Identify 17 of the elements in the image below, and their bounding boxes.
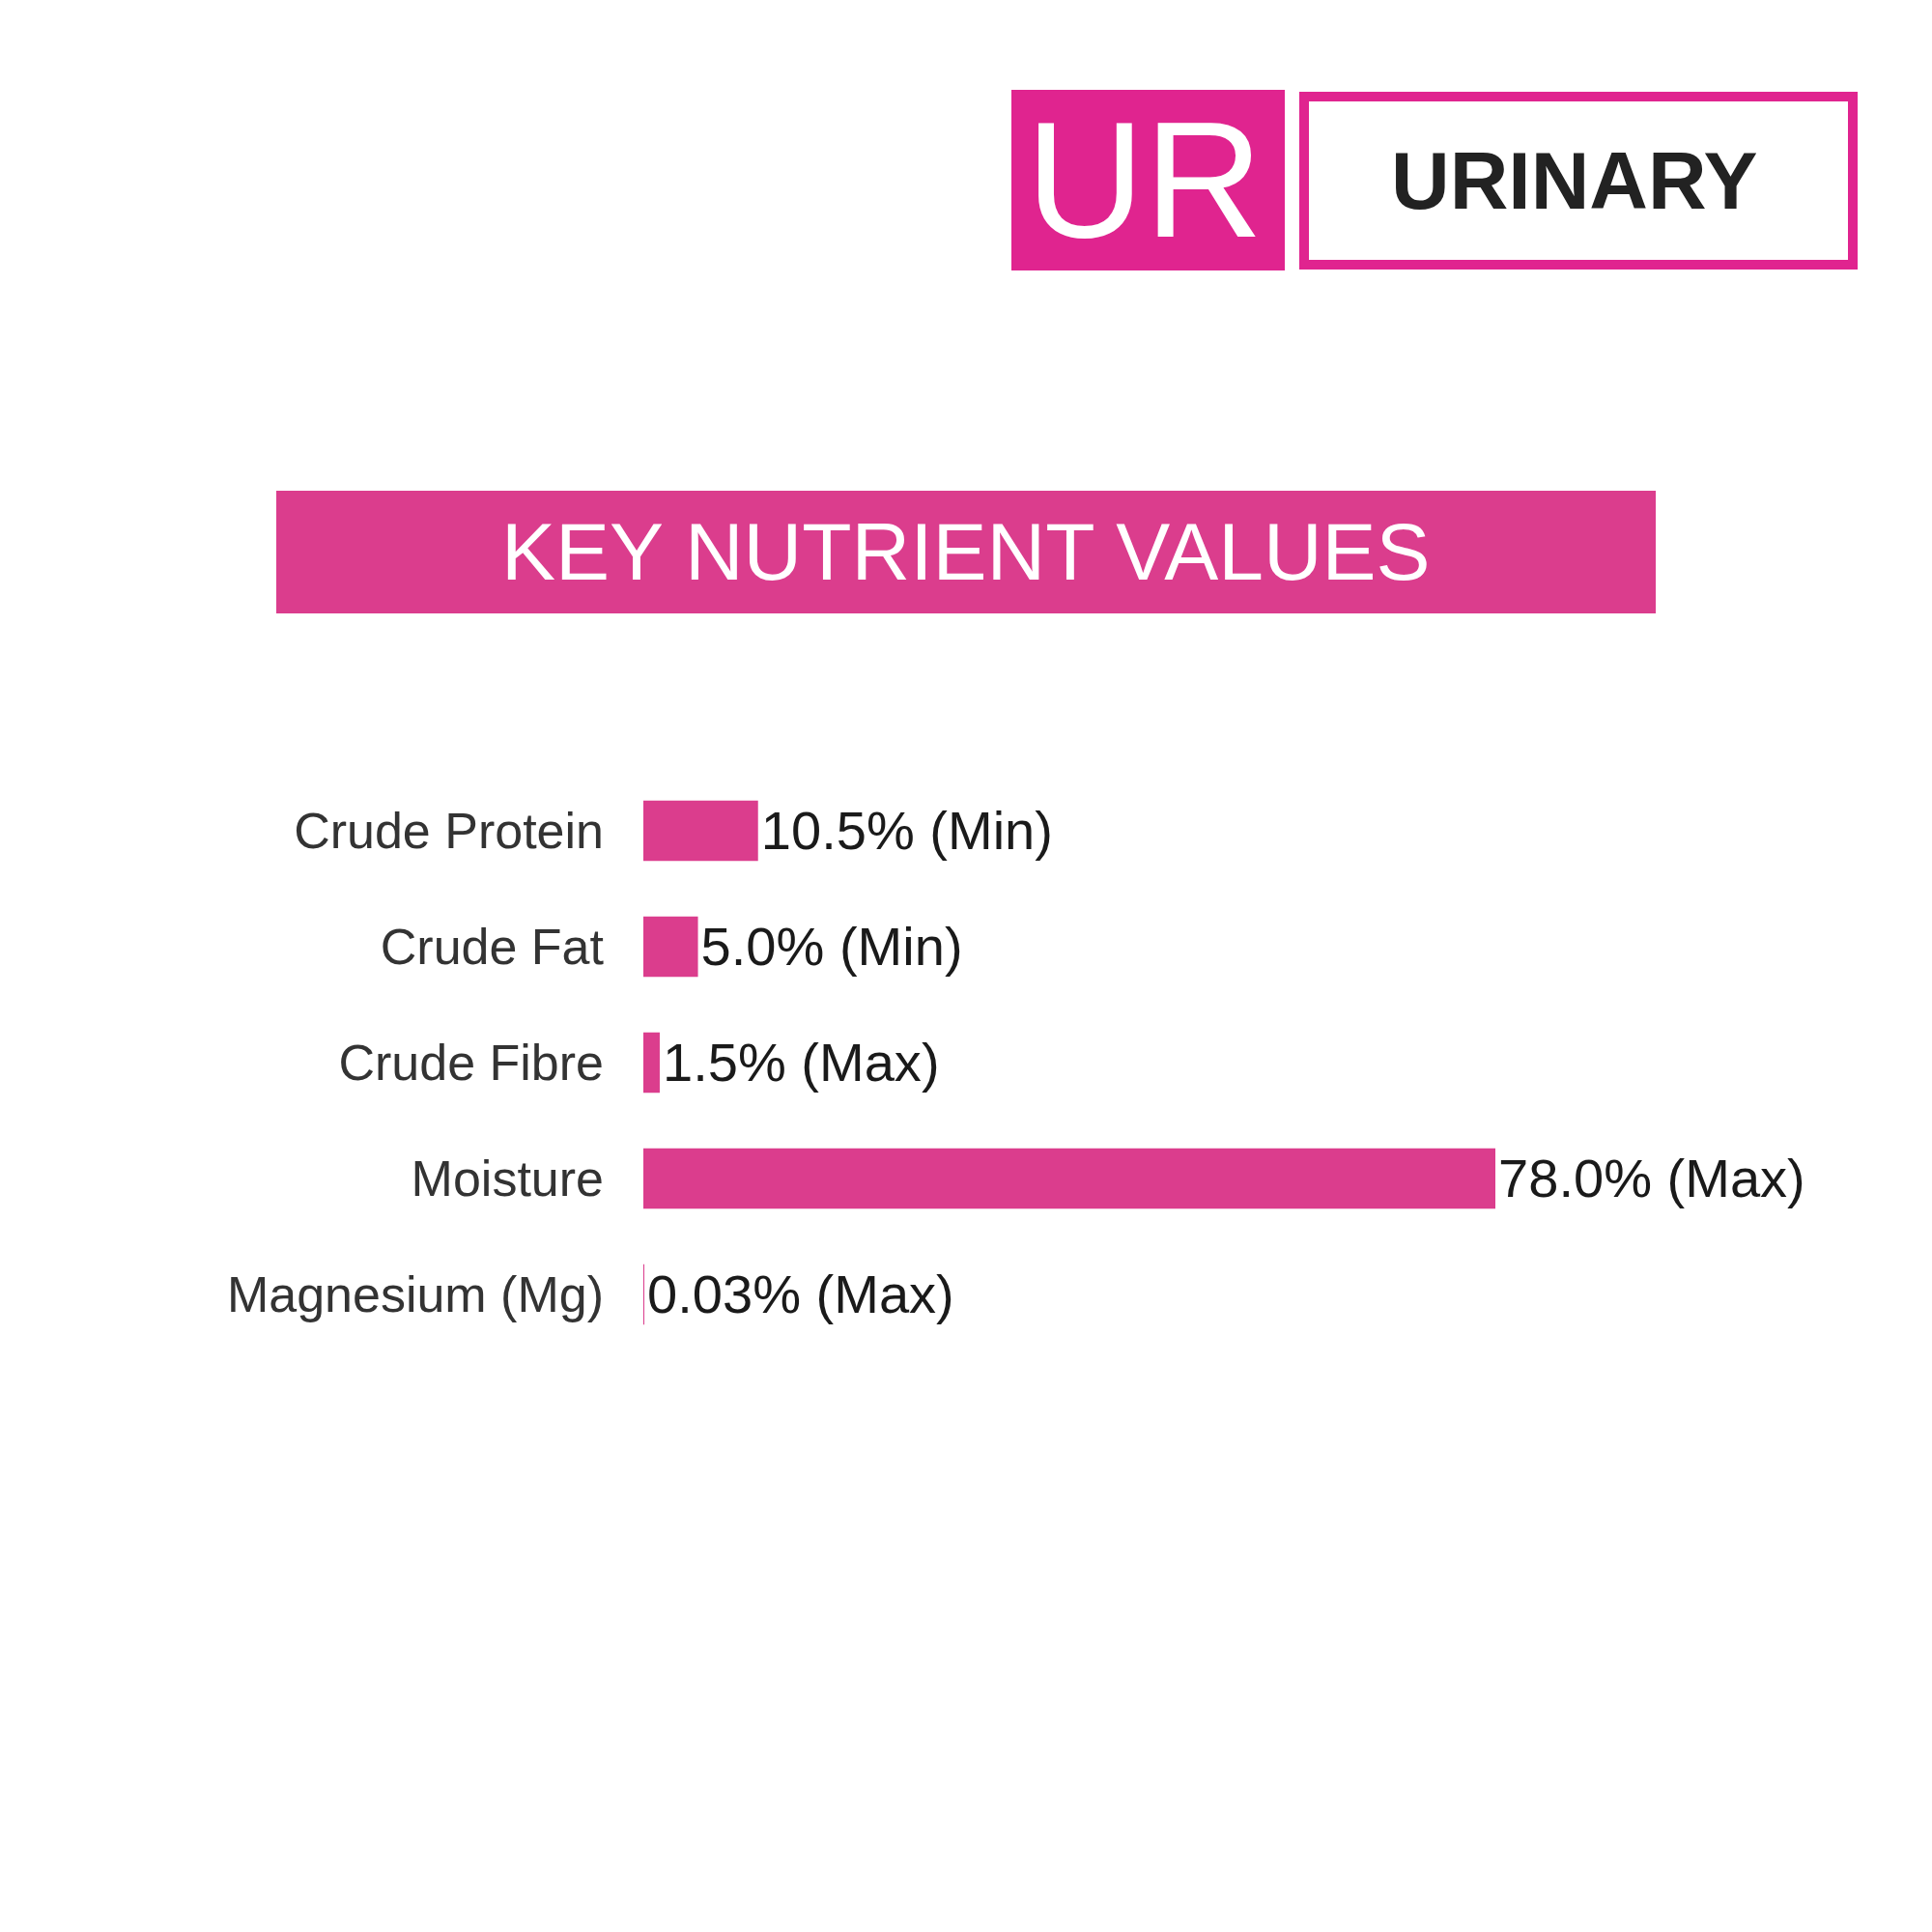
text: URINARY [1391, 135, 1758, 226]
bar [643, 1148, 1495, 1209]
y-tick-label: Magnesium (Mg) [226, 1266, 604, 1323]
data-label: 5.0% (Min) [700, 916, 963, 978]
bar [643, 800, 758, 862]
data-label: 0.03% (Max) [647, 1264, 954, 1325]
y-tick-label: Moisture [411, 1151, 604, 1208]
chart-title: KEY NUTRIENT VALUES [501, 506, 1431, 597]
data-label: 78.0% (Max) [1498, 1148, 1805, 1209]
data-label: 10.5% (Min) [760, 800, 1053, 862]
y-tick-label: Crude Protein [294, 803, 604, 860]
bar [643, 1032, 660, 1094]
text: UR [1026, 88, 1264, 271]
bar [643, 916, 698, 978]
y-tick-label: Crude Fat [380, 919, 605, 976]
data-label: 1.5% (Max) [663, 1032, 940, 1094]
y-tick-label: Crude Fibre [338, 1035, 604, 1092]
